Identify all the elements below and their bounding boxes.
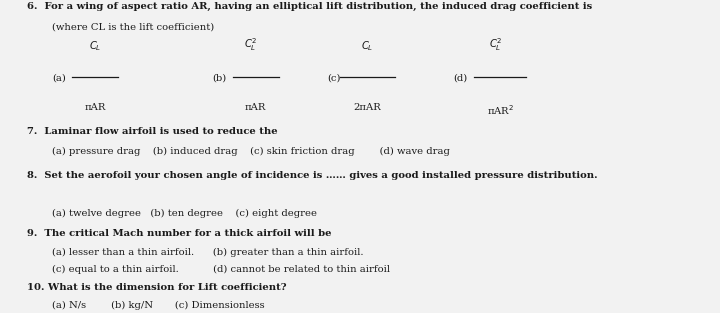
Text: (b): (b): [212, 74, 227, 83]
Text: 9.  The critical Mach number for a thick airfoil will be: 9. The critical Mach number for a thick …: [27, 229, 332, 238]
Text: (c): (c): [328, 74, 341, 83]
Text: 7.  Laminar flow airfoil is used to reduce the: 7. Laminar flow airfoil is used to reduc…: [27, 127, 278, 136]
Text: (a) lesser than a thin airfoil.      (b) greater than a thin airfoil.: (a) lesser than a thin airfoil. (b) grea…: [52, 248, 364, 257]
Text: (a) pressure drag    (b) induced drag    (c) skin friction drag        (d) wave : (a) pressure drag (b) induced drag (c) s…: [52, 147, 450, 156]
Text: $C_{L}^{2}$: $C_{L}^{2}$: [244, 36, 257, 53]
Text: $C_{L}$: $C_{L}$: [89, 39, 102, 53]
Text: (a) twelve degree   (b) ten degree    (c) eight degree: (a) twelve degree (b) ten degree (c) eig…: [52, 208, 317, 218]
Text: 2πAR: 2πAR: [354, 103, 381, 112]
Text: (c) equal to a thin airfoil.           (d) cannot be related to thin airfoil: (c) equal to a thin airfoil. (d) cannot …: [52, 265, 390, 274]
Text: 8.  Set the aerofoil your chosen angle of incidence is …… gives a good installed: 8. Set the aerofoil your chosen angle of…: [27, 171, 598, 180]
Text: πAR$^{2}$: πAR$^{2}$: [487, 103, 514, 117]
Text: $C_{L}^{2}$: $C_{L}^{2}$: [489, 36, 502, 53]
Text: $C_{L}$: $C_{L}$: [361, 39, 374, 53]
Text: πAR: πAR: [245, 103, 266, 112]
Text: 10. What is the dimension for Lift coefficient?: 10. What is the dimension for Lift coeff…: [27, 283, 287, 292]
Text: (a): (a): [52, 74, 66, 83]
Text: (d): (d): [454, 74, 468, 83]
Text: πAR: πAR: [84, 103, 106, 112]
Text: (a) N/s        (b) kg/N       (c) Dimensionless: (a) N/s (b) kg/N (c) Dimensionless: [52, 301, 264, 310]
Text: (where CL is the lift coefficient): (where CL is the lift coefficient): [52, 22, 214, 31]
Text: 6.  For a wing of aspect ratio AR, having an elliptical lift distribution, the i: 6. For a wing of aspect ratio AR, having…: [27, 2, 593, 11]
